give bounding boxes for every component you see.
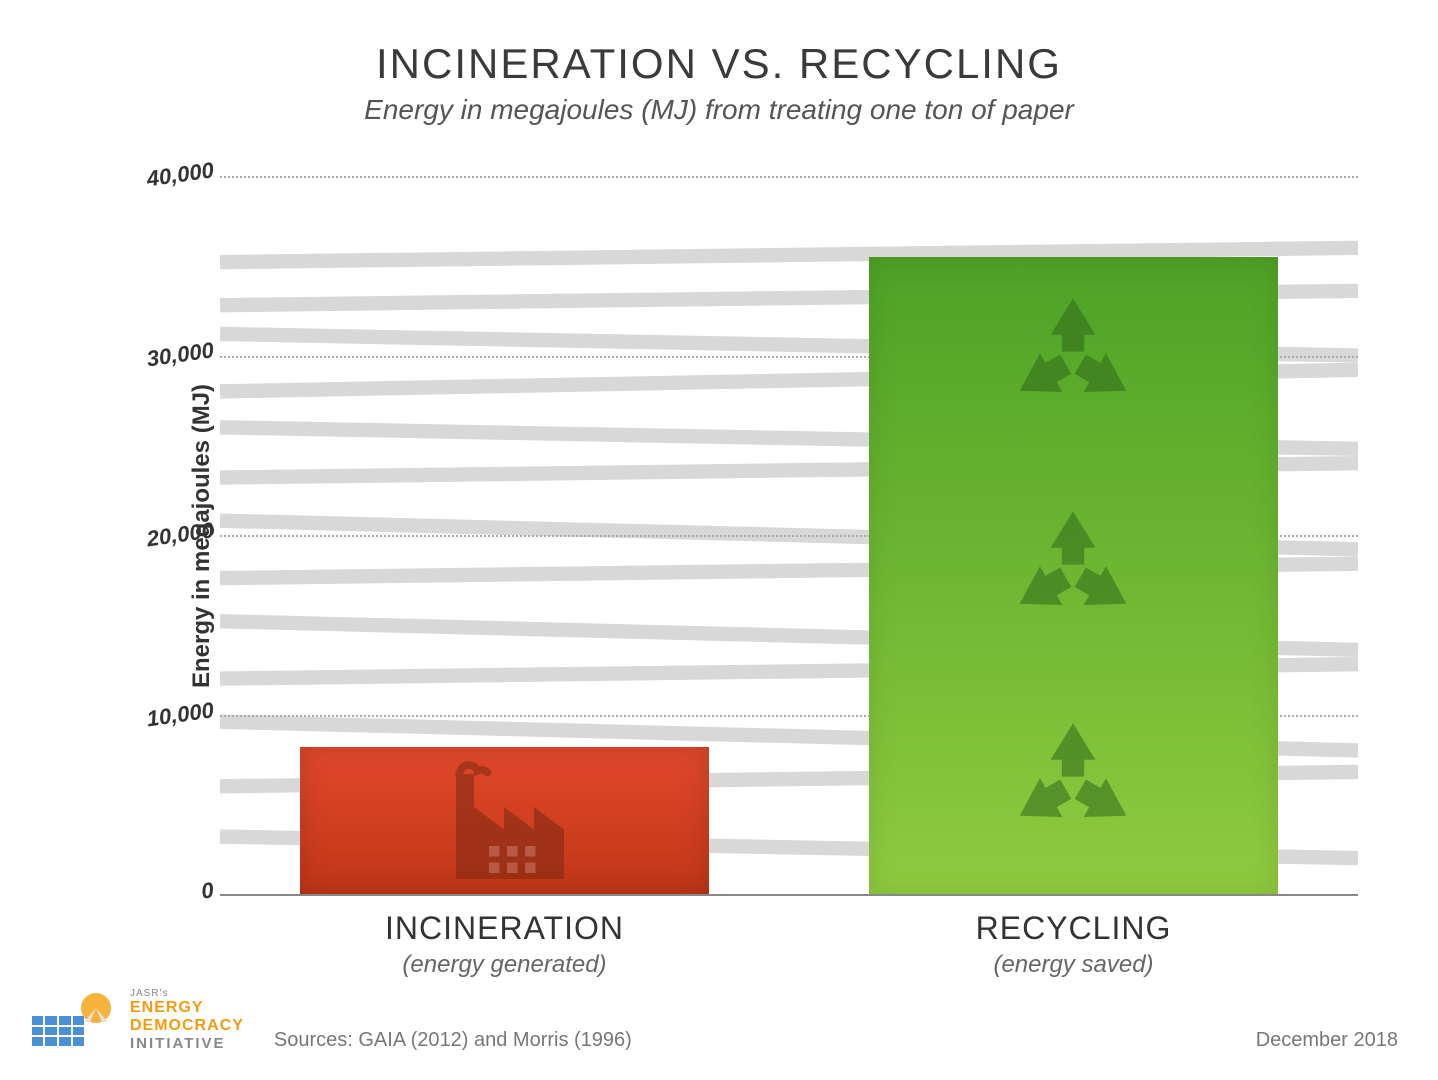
logo-line2: ENERGY [130, 999, 244, 1017]
bars-group [220, 176, 1358, 894]
recycle-icon [1003, 715, 1143, 860]
recycle-icon [1003, 715, 1143, 855]
chart-subtitle: Energy in megajoules (MJ) from treating … [30, 94, 1408, 126]
recycle-icon [1003, 503, 1143, 643]
factory-icon [429, 747, 579, 897]
y-tick-label: 40,000 [129, 157, 216, 194]
x-label: RECYCLING (energy saved) [869, 910, 1279, 979]
infographic-container: INCINERATION VS. RECYCLING Energy in meg… [0, 0, 1438, 1080]
date-text: December 2018 [1256, 1029, 1398, 1052]
y-tick-label: 30,000 [129, 337, 216, 374]
y-tick-label: 0 [129, 877, 216, 914]
category-label: INCINERATION [300, 910, 710, 947]
logo: JASR's ENERGY DEMOCRACY INITIATIVE [30, 988, 244, 1052]
logo-line3: DEMOCRACY [130, 1017, 244, 1035]
category-label: RECYCLING [869, 910, 1279, 947]
logo-text: JASR's ENERGY DEMOCRACY INITIATIVE [130, 988, 244, 1052]
logo-mark [30, 992, 120, 1048]
logo-line1: JASR's [130, 988, 244, 999]
plot-area [220, 176, 1358, 896]
factory-icon [429, 747, 579, 902]
recycle-icon [1003, 290, 1143, 430]
x-label: INCINERATION (energy generated) [300, 910, 710, 979]
bar-incineration [300, 747, 710, 894]
logo-line4: INITIATIVE [130, 1035, 244, 1052]
y-tick-label: 10,000 [129, 697, 216, 734]
chart-title: INCINERATION VS. RECYCLING [30, 40, 1408, 88]
category-note: (energy saved) [869, 951, 1279, 979]
sources-text: Sources: GAIA (2012) and Morris (1996) [274, 1029, 1256, 1052]
recycle-icon [1003, 290, 1143, 435]
x-axis-labels: INCINERATION (energy generated) RECYCLING… [220, 910, 1358, 979]
footer: JASR's ENERGY DEMOCRACY INITIATIVE Sourc… [30, 988, 1398, 1052]
chart-area: Energy in megajoules (MJ) 010,00020,0003… [100, 176, 1368, 896]
category-note: (energy generated) [300, 951, 710, 979]
bar-recycling [869, 257, 1279, 894]
recycle-icon [1003, 503, 1143, 648]
